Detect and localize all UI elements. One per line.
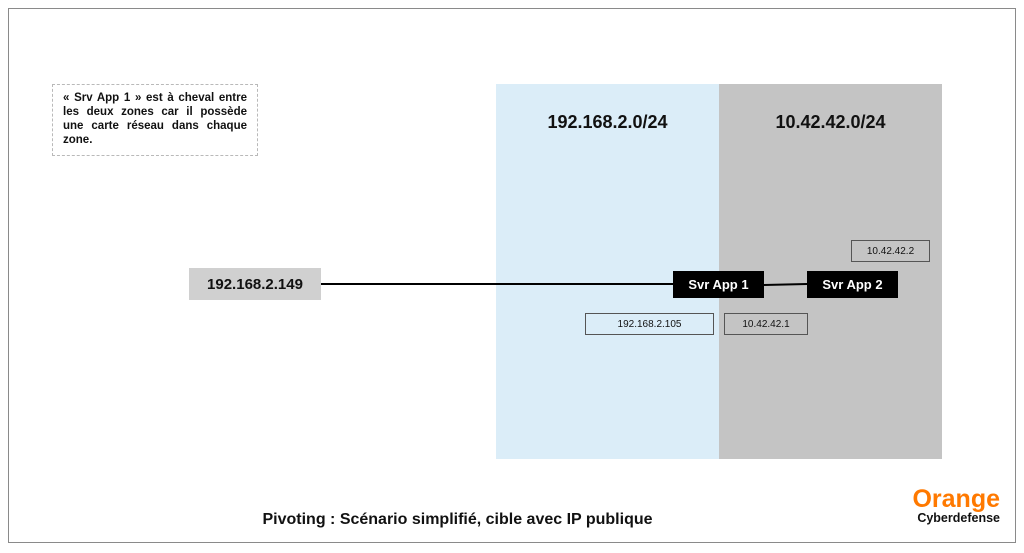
zone-subnet-label: 10.42.42.0/24: [775, 112, 886, 132]
logo-product-text: Cyberdefense: [917, 511, 1000, 525]
server1-ip-zone-a-label: 192.168.2.105: [585, 313, 714, 335]
server2-ip-label: 10.42.42.2: [851, 240, 930, 262]
diagram-caption: Pivoting : Scénario simplifié, cible ave…: [262, 511, 653, 528]
attacker-node: 192.168.2.149: [189, 268, 321, 300]
logo-brand-text: Orange: [912, 485, 1000, 513]
zone-subnet-label: 192.168.2.0/24: [547, 112, 668, 132]
diagram-frame: [8, 8, 1016, 543]
orange-cyberdefense-logo: Orange Cyberdefense: [870, 487, 1000, 525]
server1-node: Svr App 1: [673, 271, 764, 298]
server1-ip-zone-b-label: 10.42.42.1: [724, 313, 808, 335]
server2-node: Svr App 2: [807, 271, 898, 298]
annotation-note: « Srv App 1 » est à cheval entre les deu…: [52, 84, 258, 156]
